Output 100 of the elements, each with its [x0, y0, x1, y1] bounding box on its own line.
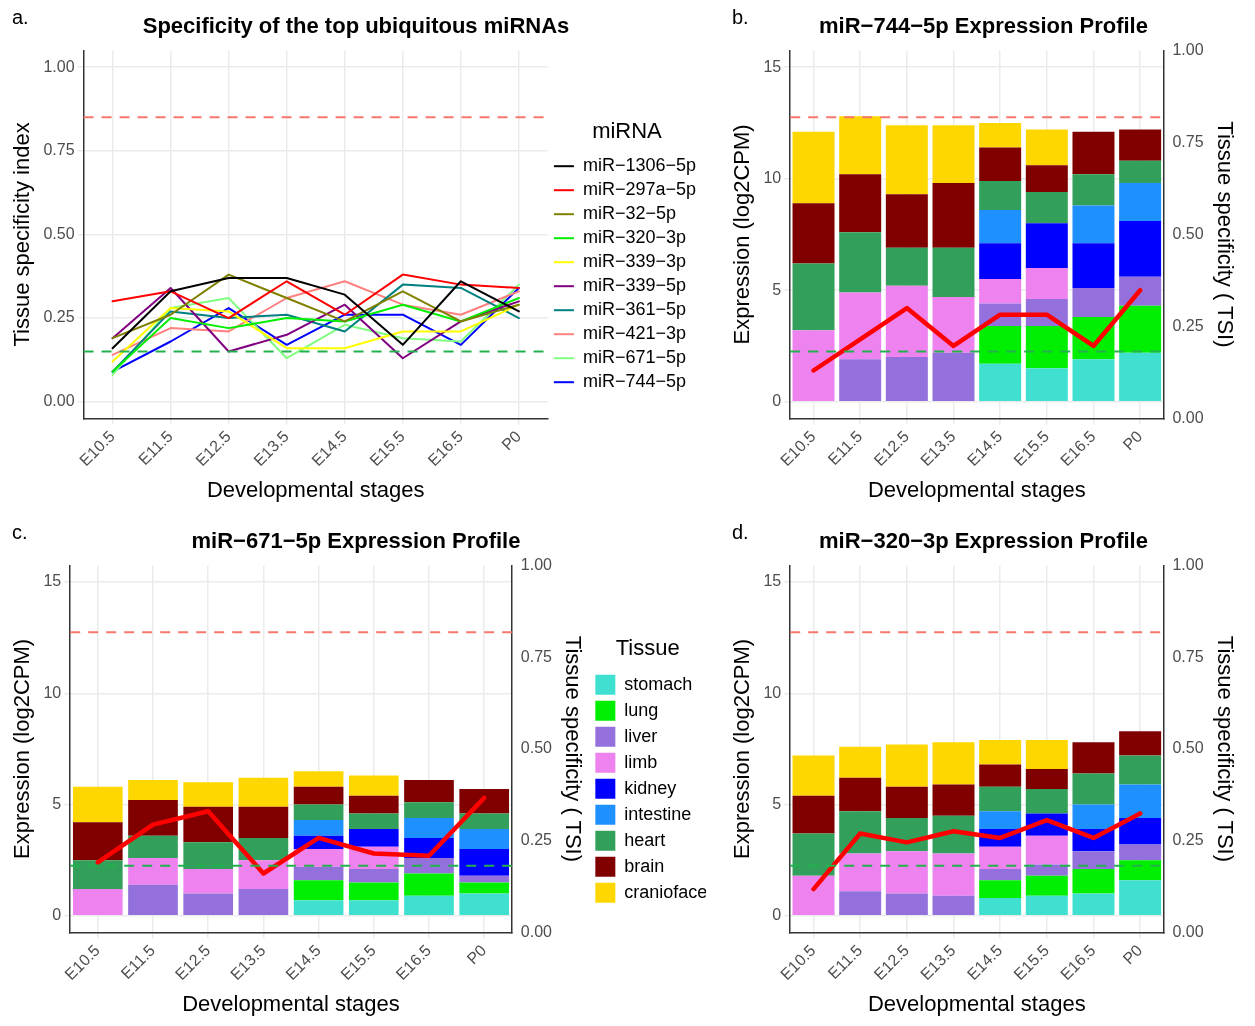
bar	[183, 782, 234, 807]
bar	[1025, 768, 1068, 789]
y2-tick-label: 0.25	[520, 831, 553, 849]
y2-tick-label: 0.50	[520, 739, 553, 757]
bar	[1025, 223, 1068, 268]
chart-title: Specificity of the top ubiquitous miRNAs	[142, 13, 570, 39]
bar	[885, 247, 928, 286]
bar	[1025, 895, 1068, 916]
bar	[839, 891, 882, 916]
bar	[459, 893, 510, 916]
bar	[792, 330, 835, 401]
bar	[1119, 817, 1162, 845]
x-tick-label: P0	[498, 427, 525, 454]
y-tick-label: 15	[763, 572, 782, 590]
bar	[348, 795, 399, 814]
bar	[932, 784, 975, 816]
bar	[1025, 165, 1068, 193]
bar	[348, 900, 399, 916]
bar	[348, 882, 399, 901]
bar	[1025, 325, 1068, 369]
bar	[839, 853, 882, 892]
legend-title: miRNA	[592, 117, 663, 143]
y2-tick-label: 0.00	[1172, 408, 1204, 426]
bar	[979, 786, 1022, 812]
y-tick-label: 10	[763, 169, 782, 187]
bar	[932, 742, 975, 785]
bar	[293, 900, 344, 916]
bar	[1119, 129, 1162, 161]
y2-axis-title: Tissue specificity ( TSI)	[1212, 635, 1238, 863]
legend-label: kidney	[624, 777, 677, 798]
bar	[459, 882, 510, 894]
bar	[1072, 287, 1115, 317]
bar	[1025, 368, 1068, 401]
bar	[293, 880, 344, 901]
bar	[459, 813, 510, 830]
y-tick-label: 0	[772, 392, 782, 410]
bar	[979, 740, 1022, 765]
y-tick-label: 15	[43, 572, 62, 590]
bar	[1072, 243, 1115, 288]
bar	[293, 804, 344, 821]
y2-tick-label: 0.50	[1172, 224, 1204, 242]
bar	[885, 194, 928, 248]
bar	[1025, 875, 1068, 896]
bar	[1025, 192, 1068, 224]
legend-label: miR−744−5p	[582, 371, 686, 392]
y2-tick-label: 0.00	[520, 922, 553, 940]
legend-label: intestine	[624, 803, 692, 824]
bar	[183, 893, 234, 916]
y-axis-title: Tissue specificity index	[9, 122, 35, 347]
x-axis-title: Developmental stages	[206, 476, 425, 502]
y2-tick-label: 0.75	[520, 647, 553, 665]
bar	[839, 359, 882, 401]
bar	[1025, 740, 1068, 769]
bar	[404, 780, 454, 803]
bar	[1119, 755, 1162, 785]
legend-label: liver	[624, 725, 658, 746]
bar	[885, 893, 928, 916]
bar	[183, 869, 234, 894]
y2-tick-label: 1.00	[1172, 40, 1204, 58]
bar	[459, 788, 510, 814]
x-axis-title: Developmental stages	[867, 990, 1086, 1016]
bar	[839, 777, 882, 812]
y2-axis-title: Tissue specificity ( TSI)	[1212, 121, 1238, 348]
bar	[979, 180, 1022, 210]
bar	[1072, 869, 1115, 894]
bar	[979, 897, 1022, 916]
y2-tick-label: 0.75	[1172, 647, 1204, 665]
bar	[839, 174, 882, 233]
text: b.	[732, 5, 749, 28]
bar	[72, 889, 123, 916]
bar	[1119, 305, 1162, 353]
bar	[885, 285, 928, 358]
bar	[979, 764, 1022, 787]
y2-tick-label: 1.00	[520, 555, 553, 573]
y-tick-label: 0.25	[43, 308, 75, 326]
bar	[885, 786, 928, 818]
bar	[1025, 129, 1068, 166]
bar	[128, 857, 178, 885]
bar	[459, 849, 510, 876]
bar	[792, 263, 835, 331]
bar	[839, 116, 882, 175]
text: d.	[732, 520, 749, 543]
bar	[792, 755, 835, 796]
bar	[1119, 844, 1162, 861]
y-tick-label: 0	[52, 906, 62, 924]
bar	[293, 771, 344, 787]
bar	[238, 777, 289, 807]
bar	[839, 292, 882, 360]
bar	[979, 122, 1022, 148]
bar	[1025, 835, 1068, 865]
bar	[979, 209, 1022, 244]
y-tick-label: 15	[763, 57, 782, 75]
bar	[348, 869, 399, 883]
bar	[932, 125, 975, 184]
legend-label: lung	[624, 699, 659, 720]
bar	[792, 833, 835, 876]
legend-label: brain	[624, 855, 665, 876]
y-axis-title: Expression (log2CPM)	[729, 124, 755, 345]
bar	[839, 232, 882, 293]
bar	[792, 131, 835, 204]
